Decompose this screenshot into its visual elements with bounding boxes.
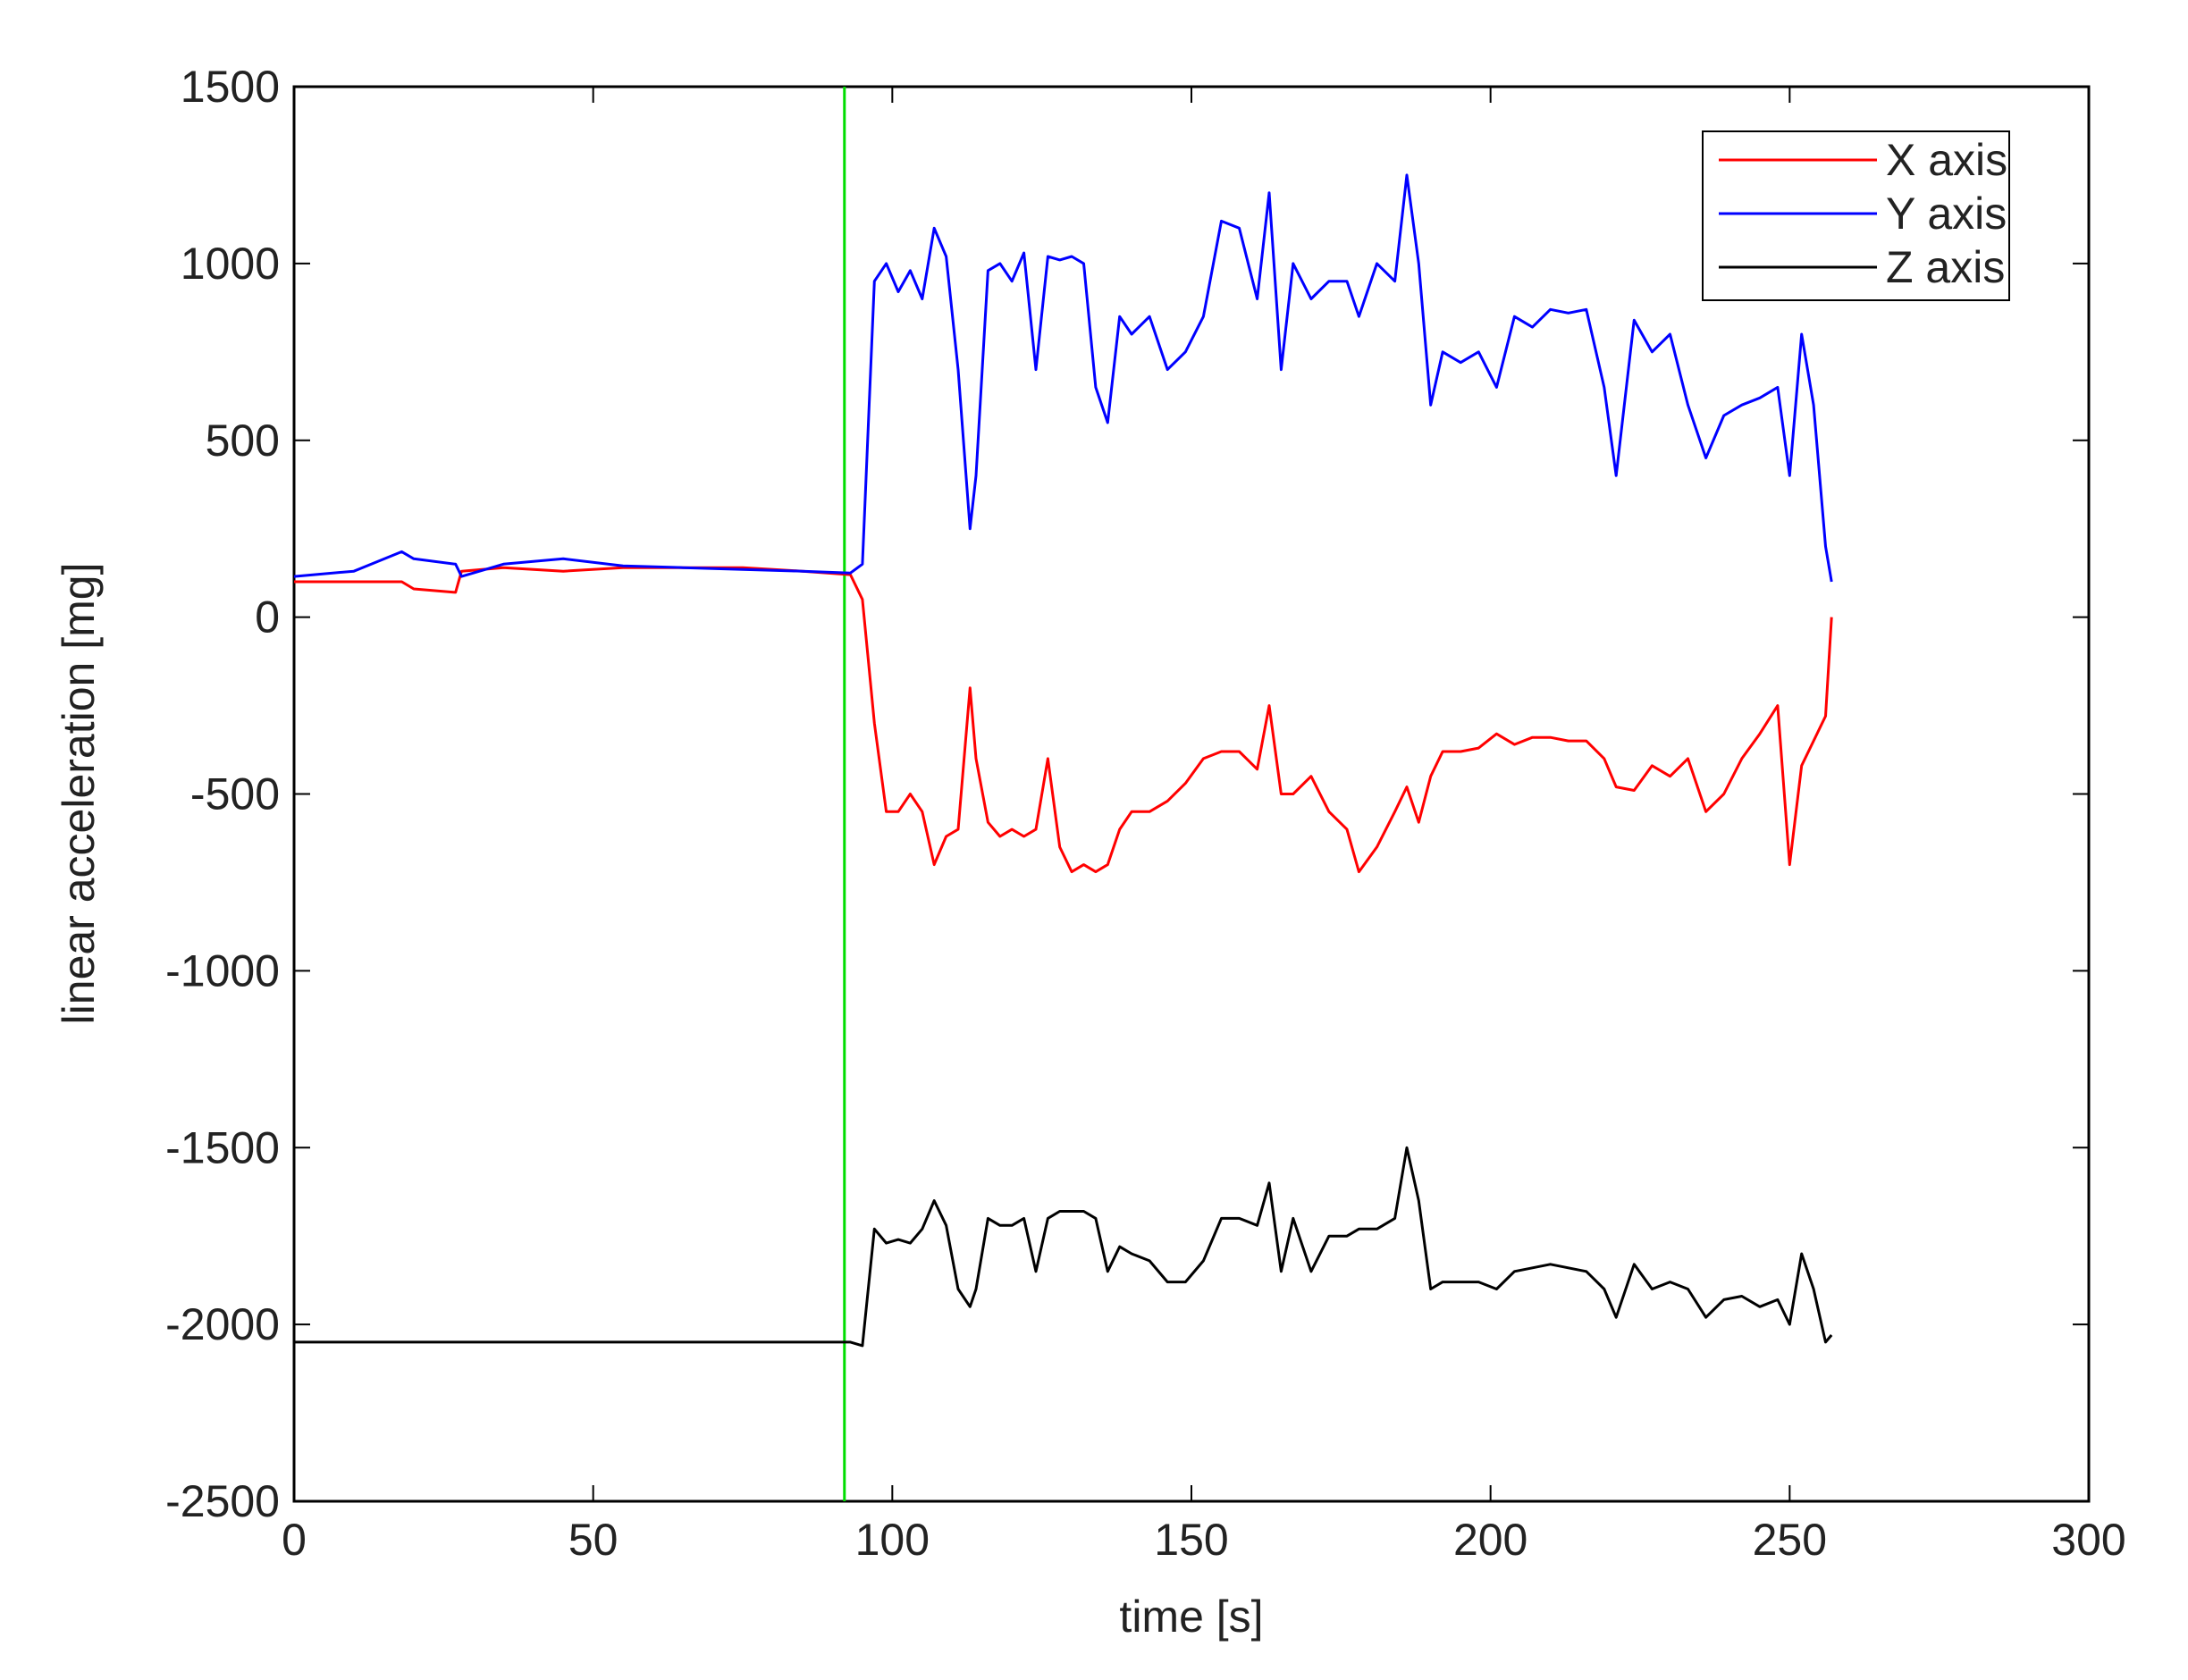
x-tick-label: 300 bbox=[2051, 1515, 2125, 1565]
y-tick-label: 1000 bbox=[181, 239, 280, 289]
x-tick-label: 100 bbox=[855, 1515, 930, 1565]
series-line bbox=[294, 1146, 1833, 1348]
x-axis-label: time [s] bbox=[1119, 1592, 1263, 1642]
x-tick-label: 200 bbox=[1453, 1515, 1527, 1565]
x-tick-label: 50 bbox=[568, 1515, 619, 1565]
y-axis-label: linear acceleration [mg] bbox=[54, 563, 104, 1025]
y-tick-label: -500 bbox=[190, 769, 280, 819]
x-tick-label: 250 bbox=[1753, 1515, 1827, 1565]
y-tick-label: -1500 bbox=[165, 1122, 280, 1172]
legend-label: Y axis bbox=[1886, 189, 2007, 239]
legend-label: Z axis bbox=[1886, 242, 2005, 292]
series-line bbox=[294, 566, 1833, 874]
y-tick-label: -1000 bbox=[165, 945, 280, 995]
x-tick-label: 0 bbox=[282, 1515, 307, 1565]
y-tick-label: -2000 bbox=[165, 1299, 280, 1349]
x-tick-label: 150 bbox=[1154, 1515, 1228, 1565]
y-tick-label: 0 bbox=[255, 592, 280, 643]
y-tick-label: 500 bbox=[206, 416, 280, 466]
y-tick-label: -2500 bbox=[165, 1476, 280, 1526]
series-line bbox=[293, 173, 1833, 583]
legend-label: X axis bbox=[1886, 135, 2007, 185]
y-tick-label: 1500 bbox=[181, 62, 280, 112]
plot-frame bbox=[292, 85, 2091, 1503]
